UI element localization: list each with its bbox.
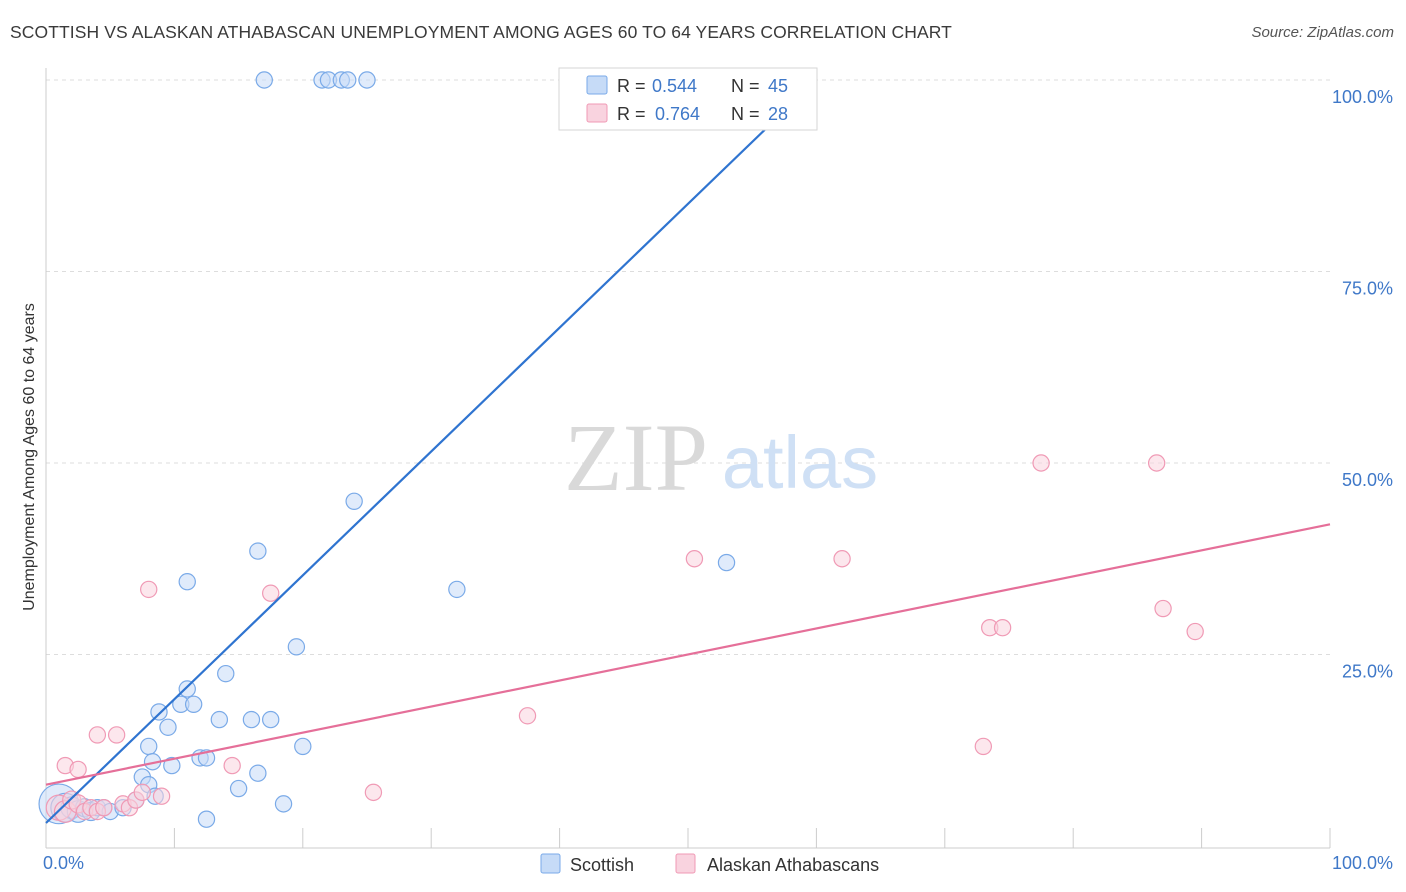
- legend-r-label-1: R =: [617, 76, 646, 96]
- scottish-point-20: [178, 680, 196, 698]
- trend-lines: [45, 79, 1331, 824]
- alaskan-point-19: [262, 584, 280, 602]
- alaskan-point-15: [88, 726, 107, 744]
- x-tick-label-1: 100.0%: [1332, 853, 1393, 873]
- y-tick-label-1: 75.0%: [1342, 279, 1393, 299]
- y-tick-label-2: 50.0%: [1342, 470, 1393, 490]
- scottish-point-24: [210, 710, 229, 729]
- scottish-point-14: [140, 737, 158, 756]
- tick-labels: 100.0% 75.0% 50.0% 25.0% 0.0% 100.0%: [43, 87, 1393, 873]
- legend-swatch-scottish-bottom: [540, 853, 561, 874]
- scottish-point-35: [197, 810, 216, 828]
- alaskan-point-26: [993, 618, 1012, 637]
- scottish-point-28: [249, 764, 267, 782]
- scottish-point-39: [255, 71, 273, 89]
- legend-label-scottish: Scottish: [570, 855, 634, 875]
- scottish-point-17: [159, 718, 177, 736]
- scottish-point-16: [150, 703, 168, 721]
- alaskan-point-20: [364, 783, 383, 802]
- legend-r-label-2: R =: [617, 104, 646, 124]
- scottish-point-18: [163, 756, 181, 775]
- chart-title: SCOTTISH VS ALASKAN ATHABASCAN UNEMPLOYM…: [10, 22, 952, 42]
- scottish-point-32: [294, 737, 312, 756]
- legend-n-label-2: N =: [731, 104, 760, 124]
- alaskan-point-17: [140, 580, 158, 599]
- correlation-legend: R = 0.544 N = 45 R = 0.764 N = 28: [558, 67, 818, 131]
- alaskan-point-28: [1147, 454, 1166, 472]
- legend-r-value-2: 0.764: [655, 104, 700, 124]
- scottish-point-26: [229, 779, 248, 798]
- legend-swatch-alaskan-bottom: [675, 853, 696, 874]
- scottish-point-25: [217, 664, 235, 683]
- x-tick-label-0: 0.0%: [43, 853, 84, 873]
- scottish-point-27: [242, 710, 261, 729]
- scottish-point-44: [358, 71, 376, 89]
- source-label: Source: ZipAtlas.com: [1251, 24, 1394, 41]
- scottish-point-37: [448, 580, 466, 599]
- scottish-point-34: [249, 542, 267, 560]
- alaskan-point-21: [518, 707, 537, 725]
- legend-label-alaskan: Alaskan Athabascans: [707, 855, 879, 875]
- alaskan-point-14: [69, 760, 87, 779]
- alaskan-point-11: [133, 783, 151, 802]
- alaskan-point-27: [1032, 454, 1050, 472]
- axes: [45, 68, 1331, 849]
- alaskan-point-16: [107, 726, 126, 744]
- alaskan-trend-line: [45, 523, 1331, 786]
- y-axis-label: Unemployment Among Ages 60 to 64 years: [21, 303, 38, 611]
- data-points: [38, 71, 1204, 828]
- gridlines: [46, 79, 1330, 655]
- legend-swatch-alaskan: [586, 103, 608, 123]
- alaskan-point-12: [152, 787, 171, 805]
- legend-n-value-1: 45: [768, 76, 788, 96]
- scottish-point-30: [274, 795, 293, 813]
- alaskan-point-30: [1186, 622, 1204, 641]
- scottish-point-21: [184, 695, 203, 713]
- scottish-point-31: [287, 638, 306, 656]
- scottish-trend-line: [45, 79, 818, 824]
- series-legend: Scottish Alaskan Athabascans: [540, 853, 879, 875]
- watermark: ZIP atlas: [564, 404, 878, 511]
- scottish-point-38: [717, 553, 736, 572]
- y-tick-label-0: 100.0%: [1332, 87, 1393, 107]
- alaskan-point-24: [974, 737, 993, 756]
- alaskan-point-22: [685, 550, 704, 568]
- watermark-atlas: atlas: [722, 421, 878, 504]
- alaskan-point-18: [223, 756, 241, 775]
- legend-r-value-1: 0.544: [652, 76, 697, 96]
- alaskan-point-23: [833, 550, 851, 568]
- scottish-point-36: [345, 492, 363, 510]
- watermark-zip: ZIP: [564, 404, 708, 511]
- y-tick-label-3: 25.0%: [1342, 662, 1393, 682]
- scottish-point-33: [178, 573, 196, 591]
- legend-n-label-1: N =: [731, 76, 760, 96]
- legend-swatch-scottish: [586, 75, 608, 95]
- legend-n-value-2: 28: [768, 104, 788, 124]
- alaskan-point-29: [1154, 599, 1172, 618]
- alaskan-point-7: [95, 799, 113, 817]
- scottish-point-43: [339, 71, 357, 89]
- scottish-point-29: [262, 710, 280, 729]
